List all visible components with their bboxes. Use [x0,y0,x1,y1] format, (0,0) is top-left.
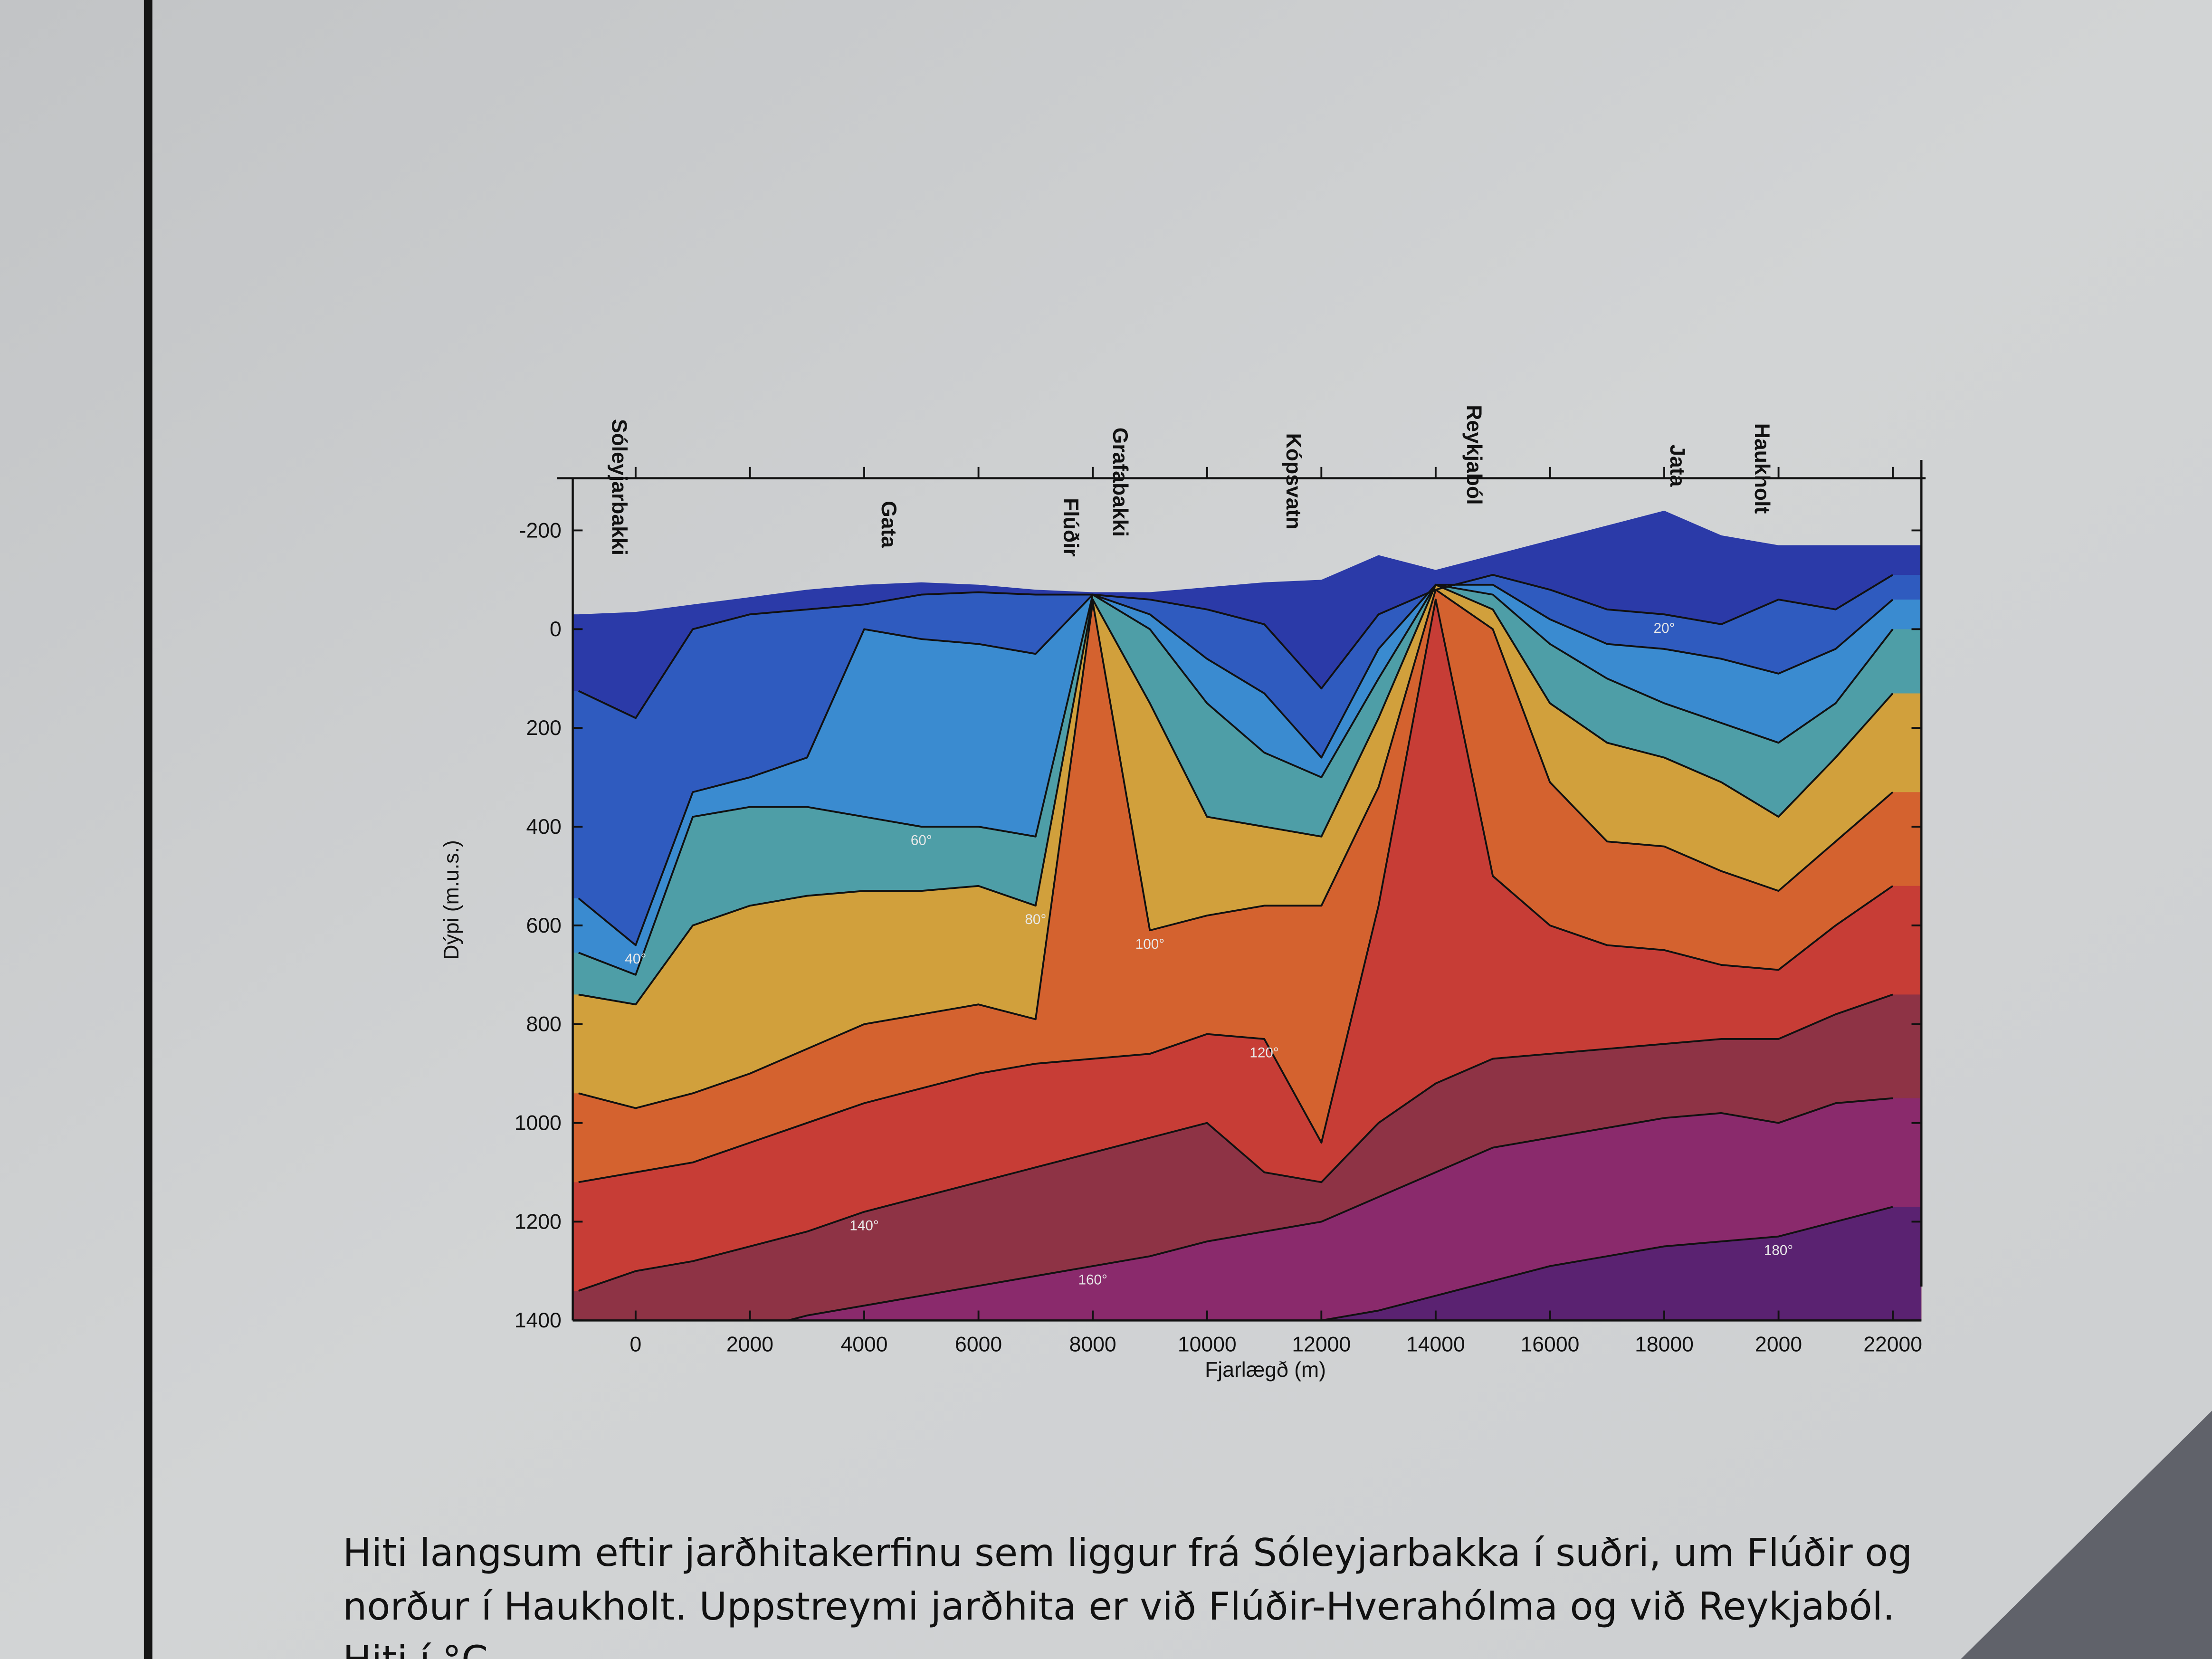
sign-edge [143,0,153,1659]
isotherm-label: 180° [1764,1242,1793,1258]
y-tick-label: 400 [526,815,562,839]
y-tick-label: 200 [526,716,562,740]
isotherm-label: 160° [1078,1272,1107,1288]
isotherm-line [578,583,1894,946]
isotherm-label: 60° [911,833,932,849]
shadow [1961,1411,2212,1659]
temperature-band [1321,1207,1922,1321]
caption-line: Hiti í °C [343,1638,488,1659]
y-tick-label: 1400 [515,1309,562,1332]
isotherm-line [578,583,1894,1006]
y-tick-label: 0 [550,618,562,641]
y-axis-title: Dýpi (m.u.s.) [440,840,463,960]
isotherm-label: 20° [1654,620,1675,636]
location-label: Reykjaból [1462,405,1486,505]
y-tick-label: 1200 [515,1210,562,1233]
x-tick-label: 2000 [1755,1333,1802,1356]
x-tick-label: 2000 [726,1333,773,1356]
isotherm-line [578,589,1894,1109]
isotherm-label: 80° [1025,912,1046,927]
location-label: Haukholt [1750,423,1773,514]
plot-area: 20° 40° 60° 80° 100° 120° 140° 160° 180° [572,510,1922,1321]
x-tick-label: 18000 [1635,1333,1694,1356]
y-tick-label: -200 [519,519,562,542]
x-tick-label: 12000 [1292,1333,1351,1356]
isotherm-label: 140° [849,1218,878,1233]
x-tick-label: 0 [629,1333,641,1356]
caption-line: norður í Haukholt. Uppstreymi jarðhita e… [343,1584,1895,1629]
isotherm-line [784,1097,1893,1321]
location-label: Gata [877,501,900,548]
location-label: Kópsvatn [1282,433,1305,530]
caption-line: Hiti langsum eftir jarðhitakerfinu sem l… [343,1531,1913,1575]
x-tick-label: 10000 [1178,1333,1237,1356]
x-tick-label: 4000 [840,1333,887,1356]
isotherm-label: 100° [1135,936,1164,952]
isotherm-label: 120° [1249,1045,1278,1061]
isotherm-line [578,583,1894,976]
y-tick-label: 800 [526,1013,562,1036]
x-tick-label: 6000 [955,1333,1002,1356]
isotherm-line [578,993,1893,1292]
location-label: Flúðir [1059,498,1082,557]
x-axis-title: Fjarlægð (m) [1205,1358,1326,1382]
y-tick-label: 1000 [515,1111,562,1135]
location-label: Jata [1666,444,1689,487]
isotherm-line [578,574,1894,719]
x-tick-label: 8000 [1069,1333,1116,1356]
y-tick-label: 600 [526,914,562,937]
x-tick-label: 16000 [1521,1333,1580,1356]
isotherm-label: 40° [625,951,646,967]
isotherm-line [578,599,1894,1183]
x-tick-label: 14000 [1406,1333,1465,1356]
x-tick-label: 22000 [1863,1333,1922,1356]
location-label: Sóleyjarbakki [608,419,631,555]
isotherm-line [1316,1206,1893,1321]
location-label: Grafabakki [1108,428,1132,537]
